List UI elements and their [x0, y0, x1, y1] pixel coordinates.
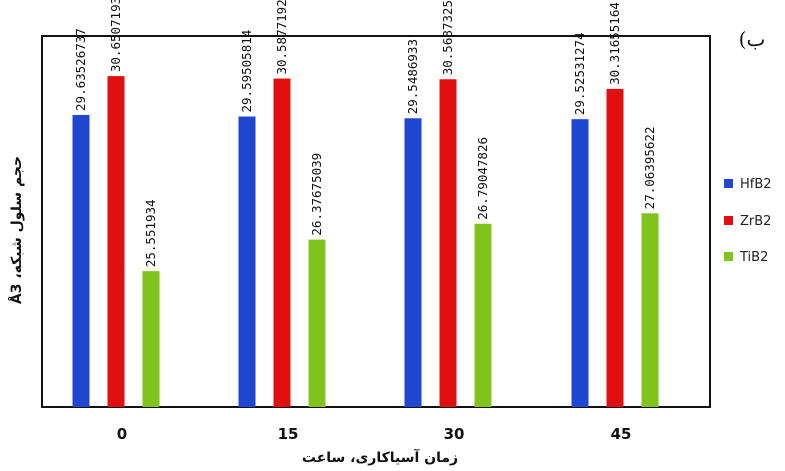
bar-hfb2-0 — [72, 114, 90, 407]
data-label-zrb2-45: 30.31655164 — [607, 2, 622, 85]
x-tick-label-15: 15 — [278, 425, 299, 443]
plot-frame — [41, 35, 711, 408]
x-axis-label: زمان آسیاکاری، ساعت — [302, 448, 458, 466]
legend-swatch-zrb2 — [724, 216, 733, 225]
x-tick-label-30: 30 — [444, 425, 465, 443]
data-label-tib2-15: 26.37675039 — [309, 153, 324, 236]
x-tick-label-45: 45 — [611, 425, 632, 443]
legend-swatch-tib2 — [724, 252, 733, 261]
bar-tib2-30 — [474, 223, 492, 407]
bar-tib2-0 — [142, 271, 160, 407]
legend: HfB2 ZrB2 TiB2 — [724, 177, 772, 265]
data-label-tib2-45: 27.06395622 — [642, 127, 657, 210]
bar-tib2-15 — [308, 239, 326, 407]
bar-zrb2-0 — [107, 76, 125, 408]
bar-hfb2-30 — [404, 118, 422, 408]
bar-zrb2-30 — [439, 79, 457, 407]
data-label-hfb2-0: 29.63526737 — [73, 28, 88, 111]
legend-label-zrb2: ZrB2 — [740, 214, 771, 229]
panel-label: ب) — [739, 27, 766, 51]
data-labels-group: 29.63526737 30.65071933 25.551934 29.595058… — [73, 0, 657, 267]
data-label-zrb2-30: 30.56873251 — [440, 0, 455, 75]
data-label-hfb2-15: 29.59505814 — [239, 30, 254, 113]
data-label-zrb2-0: 30.65071933 — [108, 0, 123, 72]
bar-zrb2-15 — [273, 78, 291, 407]
bar-hfb2-15 — [238, 116, 256, 407]
bar-tib2-45 — [641, 213, 659, 407]
legend-swatch-hfb2 — [724, 179, 733, 188]
data-label-tib2-30: 26.79047826 — [475, 137, 490, 220]
data-label-hfb2-30: 29.5486933 — [405, 39, 420, 114]
bars-group — [72, 76, 659, 408]
y-axis-label: حجم سلول شبکه، Å3 — [8, 156, 25, 304]
x-tick-labels: 0 15 30 45 — [117, 425, 632, 443]
data-label-tib2-0: 25.551934 — [143, 199, 158, 267]
legend-label-hfb2: HfB2 — [740, 177, 772, 192]
bar-hfb2-45 — [571, 119, 589, 408]
data-label-hfb2-45: 29.52531274 — [572, 32, 587, 115]
data-label-zrb2-15: 30.58771921 — [274, 0, 289, 75]
bar-zrb2-45 — [606, 88, 624, 408]
x-tick-label-0: 0 — [117, 425, 127, 443]
legend-label-tib2: TiB2 — [739, 250, 768, 265]
